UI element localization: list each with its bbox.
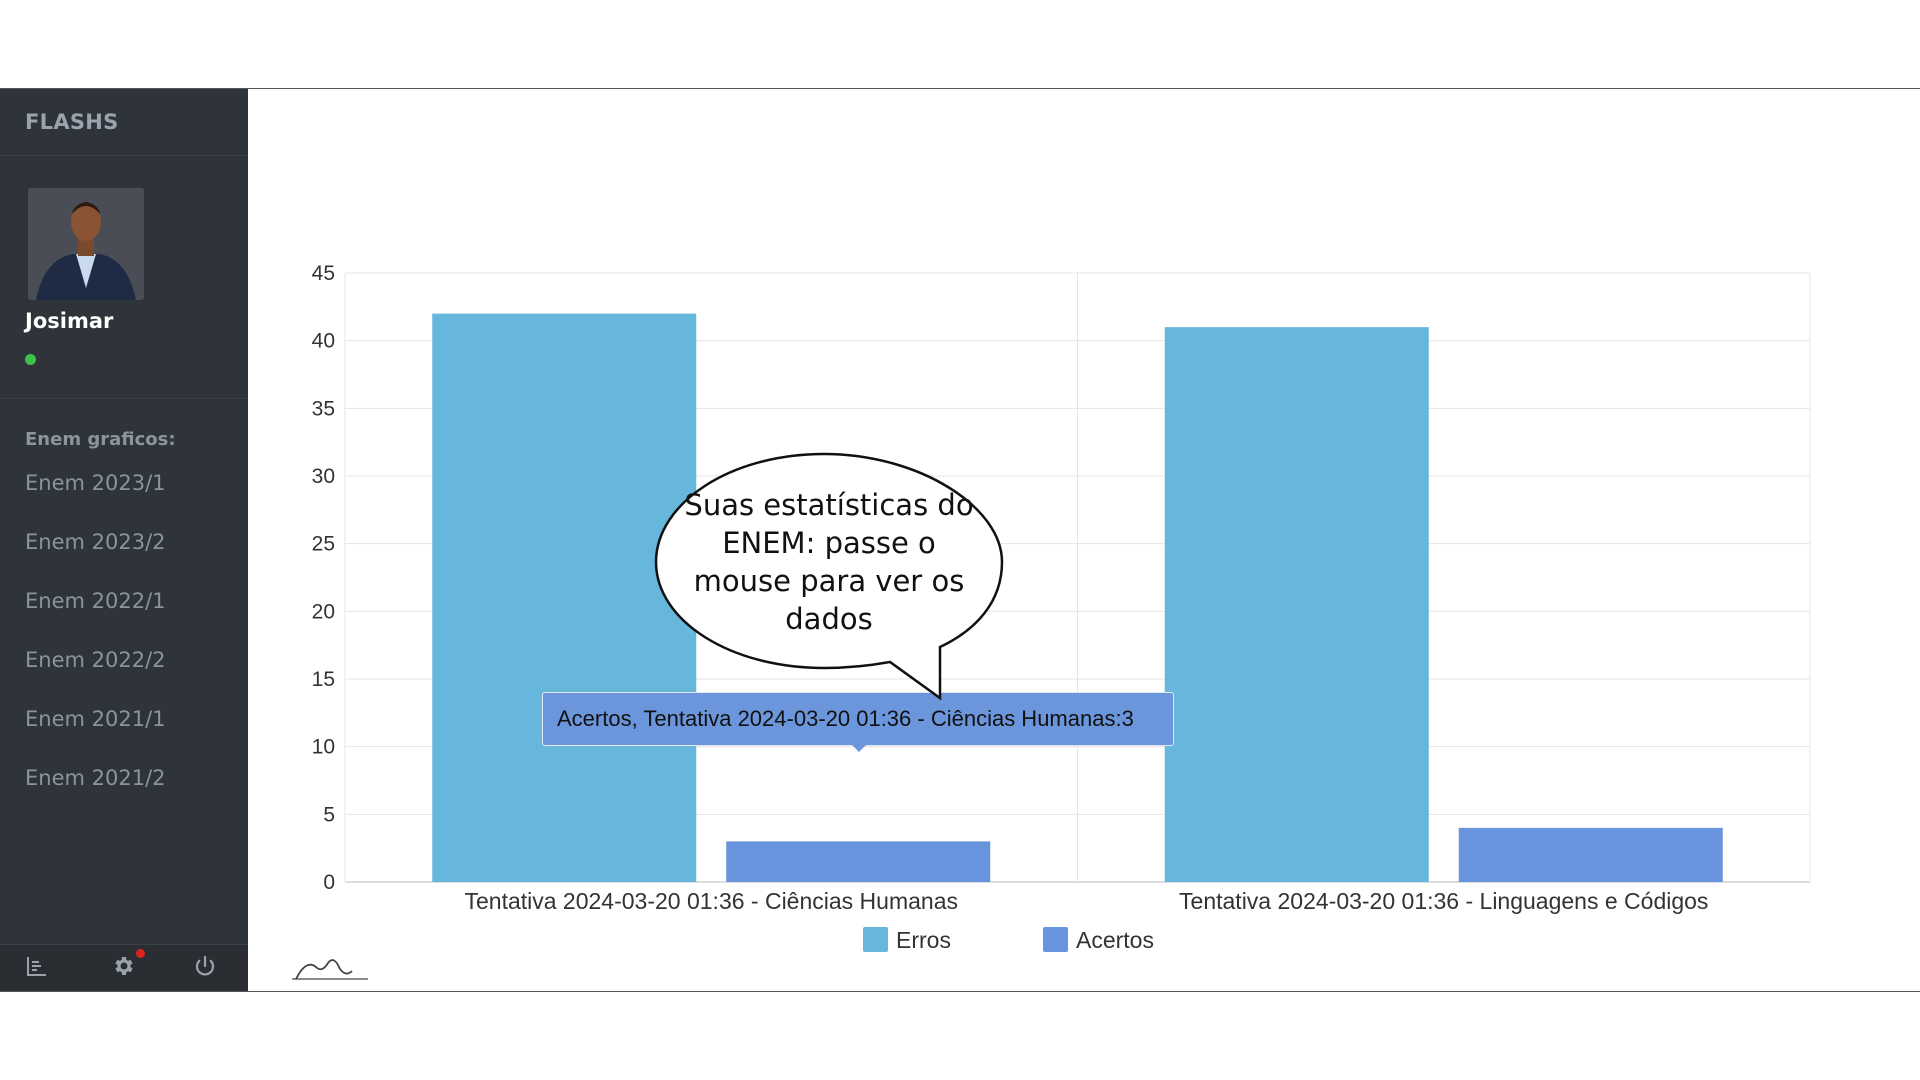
chart-logo-icon	[292, 959, 368, 980]
x-category-label: Tentativa 2024-03-20 01:36 - Linguagens …	[1179, 888, 1708, 914]
menu-heading: Enem graficos:	[25, 429, 176, 450]
gear-icon	[111, 954, 135, 983]
chart-button[interactable]	[2, 945, 72, 991]
callout-text: Suas estatísticas do ENEM: passe o mouse…	[684, 488, 974, 636]
sidebar-item-enem-2022-2[interactable]: Enem 2022/2	[25, 648, 166, 672]
y-tick-label: 0	[323, 871, 335, 894]
sidebar-item-enem-2022-1[interactable]: Enem 2022/1	[25, 589, 166, 613]
y-tick-label: 10	[312, 736, 335, 759]
chart-bars	[432, 313, 1723, 883]
legend-label[interactable]: Erros	[896, 927, 951, 953]
sidebar: FLASHS Josimar Enem graficos: Enem 2023/…	[0, 89, 248, 991]
logout-button[interactable]	[170, 945, 240, 991]
avatar	[28, 188, 144, 300]
bar-chart: 0 5 10 15 20 25 30 35 40 45 Tentativa 2024-03-20 …	[292, 262, 1811, 980]
legend-label[interactable]: Acertos	[1076, 927, 1154, 953]
user-name: Josimar	[25, 309, 114, 333]
chart-labels: Tentativa 2024-03-20 01:36 - Ciências Hu…	[464, 888, 1708, 914]
y-tick-label: 20	[312, 600, 335, 623]
app-frame: FLASHS Josimar Enem graficos: Enem 2023/…	[0, 88, 1920, 992]
sidebar-item-enem-2021-2[interactable]: Enem 2021/2	[25, 766, 166, 790]
x-category-label: Tentativa 2024-03-20 01:36 - Ciências Hu…	[464, 888, 958, 914]
notification-badge	[136, 949, 145, 958]
legend-swatch[interactable]	[863, 927, 888, 952]
brand-logo[interactable]: FLASHS	[0, 89, 248, 156]
bar-acertos-0[interactable]	[726, 841, 991, 882]
y-tick-label: 5	[323, 803, 335, 826]
chart-icon	[25, 954, 49, 983]
online-status-indicator	[25, 354, 36, 365]
y-tick-label: 25	[312, 533, 335, 556]
chart-legend: Erros Acertos	[863, 927, 1154, 953]
sidebar-item-enem-2021-1[interactable]: Enem 2021/1	[25, 707, 166, 731]
bar-erros-1[interactable]	[1164, 327, 1429, 883]
power-icon	[193, 954, 217, 983]
sidebar-item-enem-2023-1[interactable]: Enem 2023/1	[25, 471, 166, 495]
sidebar-menu: Enem 2023/1 Enem 2023/2 Enem 2022/1 Enem…	[0, 454, 248, 808]
y-tick-label: 40	[312, 330, 335, 353]
sidebar-footer	[0, 944, 248, 991]
y-tick-label: 45	[312, 262, 335, 285]
chart-tooltip: Acertos, Tentativa 2024-03-20 01:36 - Ci…	[542, 692, 1174, 746]
y-tick-label: 15	[312, 668, 335, 691]
bar-erros-0[interactable]	[432, 313, 697, 883]
settings-button[interactable]	[88, 945, 158, 991]
sidebar-divider	[0, 398, 248, 399]
tooltip-arrow	[852, 745, 866, 752]
speech-bubble	[654, 452, 1004, 701]
sidebar-item-enem-2023-2[interactable]: Enem 2023/2	[25, 530, 166, 554]
bar-acertos-1[interactable]	[1458, 827, 1723, 882]
legend-swatch[interactable]	[1043, 927, 1068, 952]
y-tick-label: 35	[312, 397, 335, 420]
y-tick-label: 30	[312, 465, 335, 488]
